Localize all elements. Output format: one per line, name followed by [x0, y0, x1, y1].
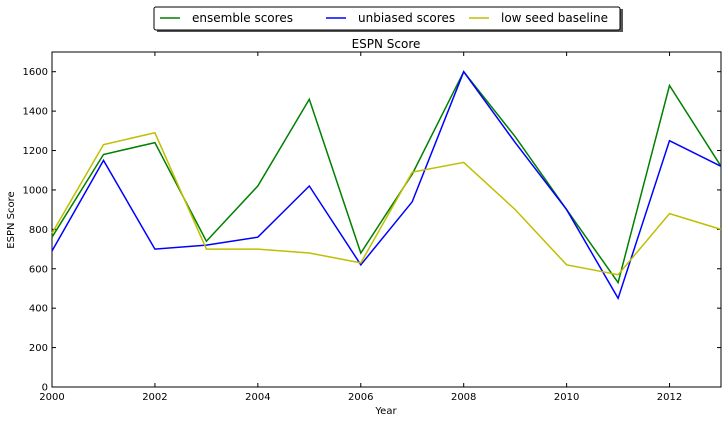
- y-tick-label: 600: [29, 264, 48, 275]
- x-tick-label: 2002: [142, 392, 167, 403]
- series-line-ensemble-scores: [51, 70, 722, 285]
- y-axis-label: ESPN Score: [6, 191, 17, 248]
- y-tick-label: 1600: [23, 67, 48, 78]
- plot-area: [51, 51, 722, 388]
- y-tick-label: 1200: [23, 146, 48, 157]
- x-tick-label: 2008: [451, 392, 476, 403]
- y-tick-label: 800: [29, 225, 48, 236]
- y-tick-label: 1400: [23, 107, 48, 118]
- x-tick-label: 2012: [657, 392, 682, 403]
- y-tick-label: 1000: [23, 185, 48, 196]
- x-tick-label: 2010: [554, 392, 579, 403]
- series-line-unbiased-scores: [51, 70, 722, 301]
- legend-label: ensemble scores: [192, 11, 293, 25]
- legend-label: unbiased scores: [358, 11, 455, 25]
- y-tick-label: 200: [29, 343, 48, 354]
- x-tick-label: 2006: [348, 392, 373, 403]
- legend: ensemble scores unbiased scores low seed b…: [153, 6, 623, 32]
- axis-ticks: [51, 52, 721, 388]
- y-tick-label: 400: [29, 304, 48, 315]
- chart-title: ESPN Score: [352, 37, 421, 51]
- legend-box: [153, 6, 621, 31]
- axis-tick-labels: 2000 2002 2004 2006 2008 2010 2012 0 200 400 600 80…: [23, 67, 683, 403]
- series-line-low-seed-baseline: [51, 131, 722, 276]
- series-lines: [51, 70, 722, 301]
- legend-label: low seed baseline: [501, 11, 608, 25]
- x-tick-label: 2004: [245, 392, 270, 403]
- x-axis-label: Year: [374, 406, 397, 417]
- x-tick-label: 2000: [39, 392, 64, 403]
- y-tick-label: 0: [42, 383, 48, 394]
